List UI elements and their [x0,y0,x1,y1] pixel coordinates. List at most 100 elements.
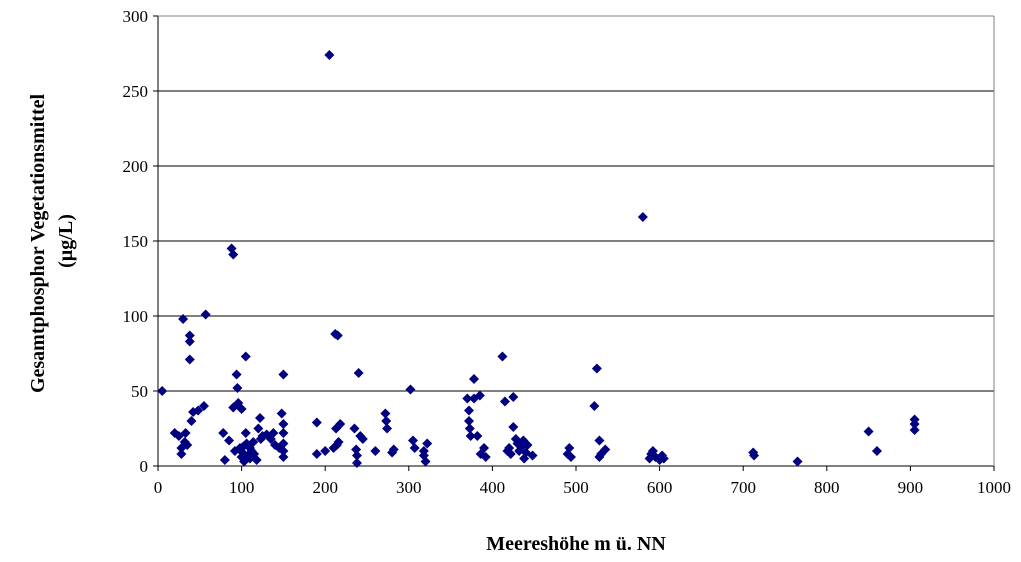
data-point [276,408,287,419]
data-point [248,437,259,447]
data-point [253,423,264,434]
data-point [351,444,362,455]
data-point [600,444,611,455]
data-point [909,419,920,429]
data-point [240,351,251,362]
data-point [157,386,168,396]
data-point [499,396,510,407]
y-tick-label: 200 [123,157,149,176]
data-point [184,354,195,365]
data-point [405,384,416,395]
data-point [311,417,322,428]
data-point [594,435,605,446]
x-tick-label: 100 [229,478,255,497]
data-point [335,419,346,429]
data-point [464,423,475,434]
data-point [228,249,239,260]
y-axis-title-line-1: Gesamtphosphor Vegetationsmittel [27,94,49,394]
y-tick-label: 150 [123,232,149,251]
x-tick-label: 600 [647,478,673,497]
data-point [658,453,669,464]
data-point [463,416,474,426]
data-point [268,428,279,438]
x-tick-label: 300 [396,478,422,497]
axes [153,15,995,471]
y-tick-label: 250 [123,82,149,101]
data-point [278,438,289,449]
data-point [462,393,473,404]
data-points [157,50,920,468]
data-point [219,455,230,465]
data-point [353,368,364,378]
x-tick-label: 0 [154,478,163,497]
data-point [909,425,920,435]
data-point [469,374,480,384]
data-point [218,428,229,438]
data-point [565,452,576,462]
data-point [749,450,760,461]
data-point [251,455,262,465]
data-point [311,449,322,459]
x-tick-label: 700 [730,478,756,497]
x-tick-label: 900 [898,478,924,497]
data-point [182,440,193,450]
data-point [324,50,335,60]
data-point [224,435,235,446]
y-tick-labels: 0 50 100 150 200 250 300 [123,7,149,476]
x-tick-label: 400 [480,478,506,497]
data-point [589,401,600,411]
data-point [863,426,874,437]
x-tick-label: 500 [563,478,589,497]
data-point [480,452,491,462]
data-point [463,405,474,416]
y-tick-label: 50 [131,382,148,401]
y-tick-label: 300 [123,7,149,26]
data-point [505,449,516,459]
data-point [254,413,265,423]
data-point [380,408,391,419]
data-point [357,434,368,444]
data-point [278,446,289,456]
data-point [193,405,204,416]
x-tick-labels: 0 100 200 300 400 500 600 700 800 900 1000 [154,478,1011,497]
data-point [382,423,393,434]
data-point [180,428,191,438]
data-point [527,450,538,461]
data-point [388,444,399,455]
data-point [522,440,533,450]
data-point [349,423,360,434]
data-point [198,401,209,411]
data-point [871,446,882,456]
data-point [472,431,483,441]
data-point [591,363,602,374]
data-point [249,449,260,459]
data-point [186,416,197,426]
data-point [333,437,344,447]
y-tick-label: 100 [123,307,149,326]
data-point [231,369,242,380]
x-axis-title: Meereshöhe m ü. NN [486,533,666,555]
data-point [332,330,343,341]
data-point [184,330,195,341]
data-point [320,446,331,456]
data-point [637,212,648,222]
data-point [407,435,418,446]
data-point [176,449,187,459]
data-point [184,336,195,347]
data-point [278,419,289,429]
data-point [479,443,490,453]
data-point [474,390,485,401]
y-tick-label: 0 [140,457,149,476]
data-point [351,450,362,461]
data-point [278,452,289,462]
data-point [232,383,243,393]
x-tick-label: 200 [312,478,338,497]
x-tick-label: 1000 [977,478,1011,497]
data-point [381,416,392,426]
data-point [409,443,420,453]
data-point [236,404,247,414]
data-point [465,431,476,441]
data-point [278,369,289,380]
data-point [420,456,431,467]
